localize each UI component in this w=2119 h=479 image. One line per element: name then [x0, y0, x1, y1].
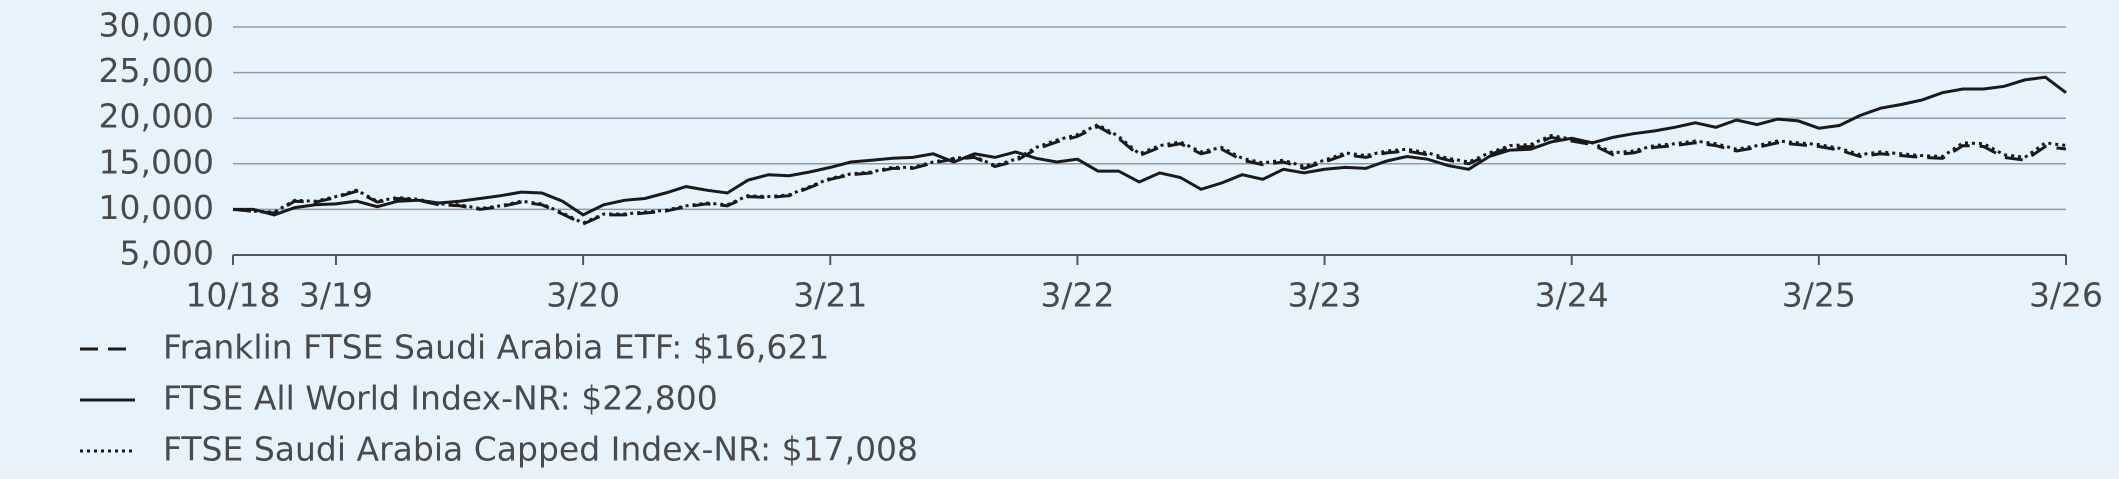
y-tick-label: 30,000	[99, 6, 214, 45]
legend-label: Franklin FTSE Saudi Arabia ETF: $16,621	[163, 328, 829, 367]
x-tick-label: 3/19	[299, 276, 373, 315]
legend-label: FTSE Saudi Arabia Capped Index-NR: $17,0…	[163, 430, 918, 469]
x-tick-label: 3/22	[1040, 276, 1114, 315]
x-tick-label: 3/21	[793, 276, 867, 315]
x-tick-label: 10/18	[185, 276, 280, 315]
y-tick-label: 5,000	[120, 234, 214, 273]
line-series	[232, 122, 2067, 225]
y-tick-label: 25,000	[99, 51, 214, 90]
y-tick-label: 15,000	[99, 142, 214, 181]
legend-label: FTSE All World Index-NR: $22,800	[163, 379, 718, 418]
line-series	[233, 75, 2067, 217]
y-tick-label: 20,000	[99, 97, 214, 136]
x-tick-label: 3/26	[2029, 276, 2103, 315]
y-tick-label: 10,000	[99, 188, 214, 227]
x-tick-label: 3/25	[1782, 276, 1856, 315]
x-tick-label: 3/20	[546, 276, 620, 315]
x-tick-label: 3/23	[1288, 276, 1362, 315]
x-tick-label: 3/24	[1535, 276, 1609, 315]
